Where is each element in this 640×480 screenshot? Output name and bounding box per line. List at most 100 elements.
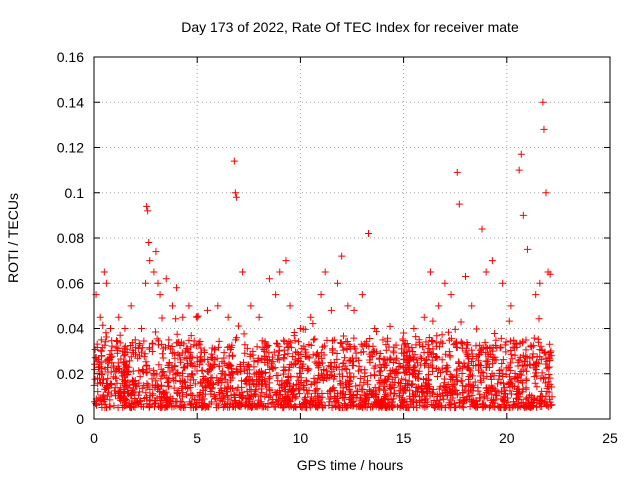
data-point xyxy=(438,356,446,364)
x-tick-label: 20 xyxy=(499,430,515,446)
data-point xyxy=(224,313,232,321)
data-point xyxy=(433,332,441,340)
data-point xyxy=(194,312,202,320)
data-point xyxy=(275,347,283,355)
data-point xyxy=(429,402,437,410)
data-point xyxy=(252,369,260,377)
data-point xyxy=(96,313,104,321)
data-point xyxy=(175,391,183,399)
data-point xyxy=(533,372,541,380)
data-point xyxy=(546,270,554,278)
data-point xyxy=(178,384,186,392)
data-point xyxy=(507,359,515,367)
data-point xyxy=(129,389,137,397)
data-point xyxy=(459,404,467,412)
data-point xyxy=(102,279,110,287)
data-point xyxy=(232,367,240,375)
data-point xyxy=(126,357,134,365)
data-point xyxy=(396,404,404,412)
data-point xyxy=(416,353,424,361)
y-tick-label: 0.06 xyxy=(57,275,84,291)
data-point xyxy=(101,404,109,412)
data-point xyxy=(423,402,431,410)
data-point xyxy=(386,356,394,364)
data-point xyxy=(168,302,176,310)
data-point xyxy=(191,396,199,404)
data-point xyxy=(470,399,478,407)
data-point xyxy=(510,398,518,406)
data-point xyxy=(460,397,468,405)
data-point xyxy=(522,346,530,354)
data-point xyxy=(360,379,368,387)
data-point xyxy=(198,367,206,375)
data-point xyxy=(506,366,514,374)
data-point xyxy=(120,352,128,360)
x-tick-label: 25 xyxy=(602,430,618,446)
data-point xyxy=(173,284,181,292)
data-point xyxy=(506,404,514,412)
data-point xyxy=(350,334,358,342)
data-point xyxy=(245,381,253,389)
data-point xyxy=(235,322,243,330)
data-point xyxy=(409,380,417,388)
data-point xyxy=(282,257,290,265)
data-point xyxy=(355,403,363,411)
data-point xyxy=(193,358,201,366)
data-point xyxy=(391,389,399,397)
data-point xyxy=(102,384,110,392)
data-point xyxy=(121,351,129,359)
data-point xyxy=(97,396,105,404)
data-point xyxy=(201,382,209,390)
data-point xyxy=(355,367,363,375)
data-point xyxy=(311,335,319,343)
data-point xyxy=(429,338,437,346)
data-point xyxy=(442,350,450,358)
data-point xyxy=(138,384,146,392)
data-point xyxy=(229,351,237,359)
data-point xyxy=(112,374,120,382)
data-point xyxy=(356,374,364,382)
data-point xyxy=(546,374,554,382)
data-point xyxy=(476,341,484,349)
data-point xyxy=(341,400,349,408)
data-point xyxy=(206,365,214,373)
data-point xyxy=(208,350,216,358)
y-tick-label: 0.02 xyxy=(57,366,84,382)
data-point xyxy=(499,279,507,287)
data-point xyxy=(366,334,374,342)
data-point xyxy=(258,376,266,384)
data-point xyxy=(529,350,537,358)
data-point xyxy=(465,392,473,400)
data-point xyxy=(428,350,436,358)
data-point xyxy=(531,379,539,387)
data-point xyxy=(235,391,243,399)
data-point xyxy=(231,394,239,402)
data-point xyxy=(145,239,153,247)
data-point xyxy=(485,404,493,412)
data-point xyxy=(263,342,271,350)
data-point xyxy=(328,371,336,379)
data-point xyxy=(362,394,370,402)
data-point xyxy=(507,376,515,384)
data-point xyxy=(264,400,272,408)
data-point xyxy=(180,363,188,371)
data-point xyxy=(546,340,554,348)
data-point xyxy=(433,391,441,399)
data-point xyxy=(106,403,114,411)
data-point xyxy=(272,291,280,299)
data-point xyxy=(433,372,441,380)
data-point xyxy=(266,366,274,374)
data-point xyxy=(362,338,370,346)
data-point xyxy=(530,334,538,342)
data-point xyxy=(455,200,463,208)
data-point xyxy=(192,403,200,411)
data-point xyxy=(174,350,182,358)
data-point xyxy=(334,399,342,407)
data-point xyxy=(516,389,524,397)
data-point xyxy=(486,373,494,381)
data-point xyxy=(339,343,347,351)
data-point xyxy=(375,385,383,393)
data-point xyxy=(425,380,433,388)
data-point xyxy=(133,399,141,407)
data-point xyxy=(380,386,388,394)
